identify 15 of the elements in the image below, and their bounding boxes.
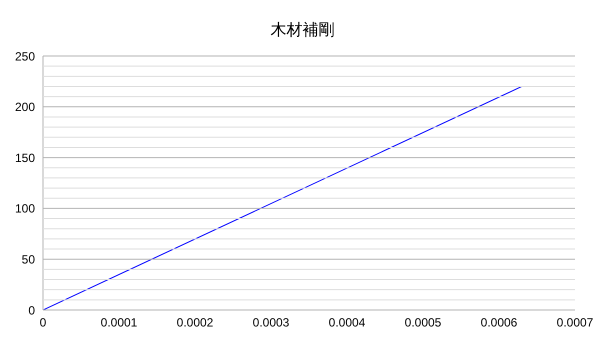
x-tick-label: 0.0003 <box>252 316 290 330</box>
x-tick-label: 0.0007 <box>556 316 594 330</box>
y-tick-label: 100 <box>14 202 36 216</box>
x-tick-label: 0.0004 <box>328 316 366 330</box>
x-tick-label: 0 <box>40 316 47 330</box>
y-tick-label: 200 <box>14 100 36 114</box>
y-tick-label: 250 <box>14 49 36 64</box>
chart-title: 木材補剛 <box>270 20 336 41</box>
x-tick-label: 0.0001 <box>100 316 138 330</box>
y-tick-label: 150 <box>14 150 36 165</box>
y-tick-label: 50 <box>22 252 36 266</box>
y-tick-label: 0 <box>28 303 36 318</box>
x-tick-label: 0.0002 <box>176 316 214 330</box>
x-tick-label: 0.0006 <box>480 316 518 330</box>
x-tick-label: 0.0005 <box>404 316 442 330</box>
